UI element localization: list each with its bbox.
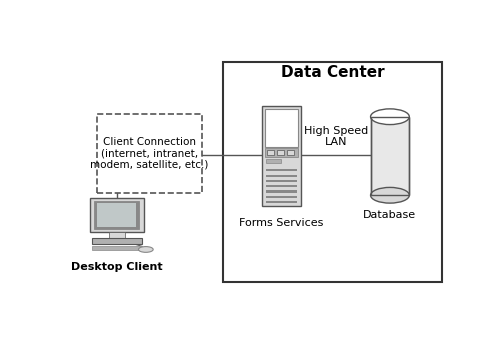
Bar (266, 150, 274, 155)
Bar (370, 117, 410, 195)
Text: High Speed
LAN: High Speed LAN (304, 125, 368, 147)
Text: Client Connection
(internet, intranet,
modem, satellite, etc.): Client Connection (internet, intranet, m… (90, 137, 209, 170)
Bar (265, 148, 298, 157)
Bar (92, 238, 142, 244)
Bar (98, 203, 136, 227)
Bar (109, 232, 124, 238)
Bar (370, 117, 410, 195)
Bar (266, 174, 297, 177)
Bar (266, 180, 297, 182)
Bar (262, 106, 301, 206)
Text: Forms Services: Forms Services (240, 218, 324, 227)
Bar (92, 245, 142, 250)
Ellipse shape (138, 246, 153, 252)
Bar (266, 196, 297, 198)
Bar (265, 109, 298, 147)
Bar (266, 169, 297, 171)
Bar (266, 190, 297, 192)
Bar (224, 62, 442, 282)
Bar (401, 117, 409, 195)
Text: Desktop Client: Desktop Client (71, 262, 162, 272)
Bar (266, 201, 297, 203)
Text: Data Center: Data Center (281, 65, 384, 80)
Bar (90, 198, 144, 232)
Ellipse shape (370, 109, 410, 124)
Bar (94, 201, 139, 229)
Bar (98, 114, 202, 193)
Bar (266, 159, 281, 164)
Bar (277, 150, 284, 155)
Ellipse shape (370, 187, 410, 203)
Bar (266, 185, 297, 187)
Text: Database: Database (364, 210, 416, 220)
Bar (288, 150, 294, 155)
